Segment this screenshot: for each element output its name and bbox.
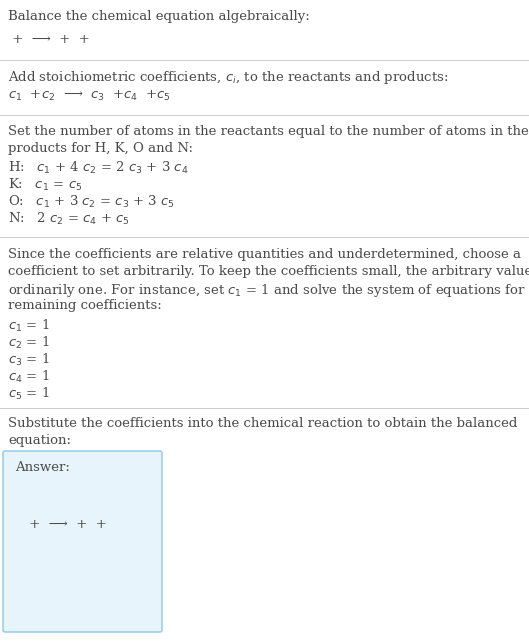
Text: H:   $c_1$ + 4 $c_2$ = 2 $c_3$ + 3 $c_4$: H: $c_1$ + 4 $c_2$ = 2 $c_3$ + 3 $c_4$ <box>8 160 188 176</box>
Text: equation:: equation: <box>8 434 71 447</box>
Text: +  ⟶  +  +: + ⟶ + + <box>8 33 94 46</box>
Text: +  ⟶  +  +: + ⟶ + + <box>25 518 111 531</box>
Text: Set the number of atoms in the reactants equal to the number of atoms in the: Set the number of atoms in the reactants… <box>8 125 529 138</box>
Text: remaining coefficients:: remaining coefficients: <box>8 299 162 312</box>
Text: products for H, K, O and N:: products for H, K, O and N: <box>8 142 193 155</box>
Text: N:   2 $c_2$ = $c_4$ + $c_5$: N: 2 $c_2$ = $c_4$ + $c_5$ <box>8 211 130 227</box>
Text: $c_1$  +$c_2$  ⟶  $c_3$  +$c_4$  +$c_5$: $c_1$ +$c_2$ ⟶ $c_3$ +$c_4$ +$c_5$ <box>8 89 171 103</box>
Text: Substitute the coefficients into the chemical reaction to obtain the balanced: Substitute the coefficients into the che… <box>8 417 517 430</box>
Text: Add stoichiometric coefficients, $c_i$, to the reactants and products:: Add stoichiometric coefficients, $c_i$, … <box>8 69 449 86</box>
Text: $c_1$ = 1: $c_1$ = 1 <box>8 318 50 334</box>
Text: K:   $c_1$ = $c_5$: K: $c_1$ = $c_5$ <box>8 177 83 193</box>
FancyBboxPatch shape <box>3 451 162 632</box>
Text: $c_4$ = 1: $c_4$ = 1 <box>8 369 50 385</box>
Text: ordinarily one. For instance, set $c_1$ = 1 and solve the system of equations fo: ordinarily one. For instance, set $c_1$ … <box>8 282 529 299</box>
Text: coefficient to set arbitrarily. To keep the coefficients small, the arbitrary va: coefficient to set arbitrarily. To keep … <box>8 265 529 278</box>
Text: O:   $c_1$ + 3 $c_2$ = $c_3$ + 3 $c_5$: O: $c_1$ + 3 $c_2$ = $c_3$ + 3 $c_5$ <box>8 194 175 210</box>
Text: $c_5$ = 1: $c_5$ = 1 <box>8 386 50 402</box>
Text: Answer:: Answer: <box>15 461 70 474</box>
Text: $c_3$ = 1: $c_3$ = 1 <box>8 352 50 368</box>
Text: Balance the chemical equation algebraically:: Balance the chemical equation algebraica… <box>8 10 310 23</box>
Text: $c_2$ = 1: $c_2$ = 1 <box>8 335 50 351</box>
Text: Since the coefficients are relative quantities and underdetermined, choose a: Since the coefficients are relative quan… <box>8 248 521 261</box>
